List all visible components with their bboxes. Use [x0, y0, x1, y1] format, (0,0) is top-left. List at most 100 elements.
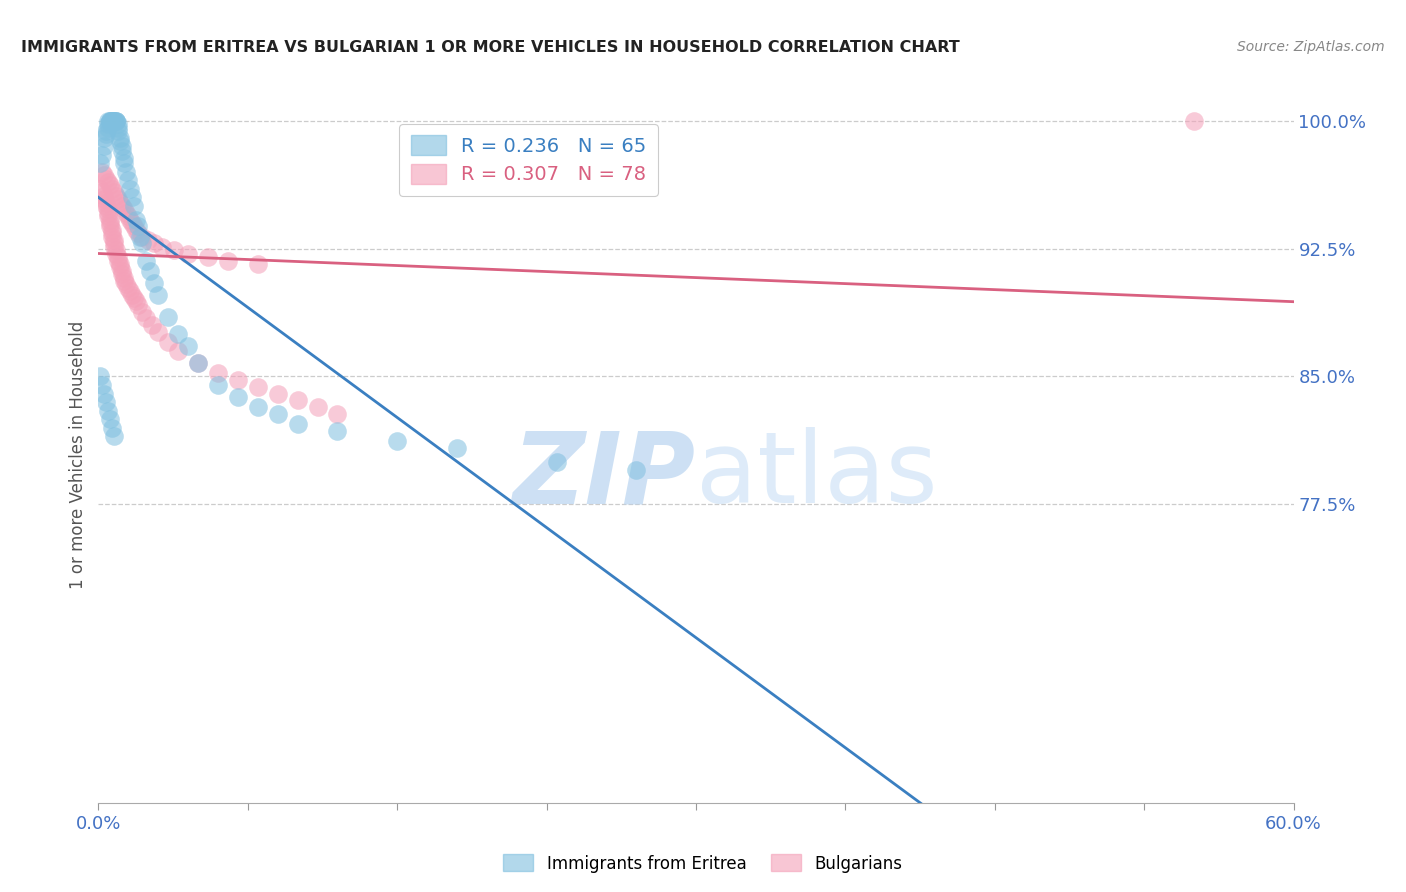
Point — [120, 212, 142, 227]
Point — [107, 253, 129, 268]
Point — [157, 335, 180, 350]
Point — [115, 165, 138, 179]
Point — [100, 412, 122, 426]
Point — [93, 192, 115, 206]
Point — [127, 298, 149, 312]
Point — [97, 403, 120, 417]
Point — [131, 304, 153, 318]
Point — [207, 366, 229, 380]
Point — [111, 139, 134, 153]
Point — [96, 128, 118, 142]
Point — [110, 257, 132, 271]
Point — [110, 134, 132, 148]
Point — [136, 233, 159, 247]
Point — [89, 369, 111, 384]
Point — [124, 199, 146, 213]
Point — [111, 267, 134, 281]
Point — [150, 240, 173, 254]
Legend: R = 0.236   N = 65, R = 0.307   N = 78: R = 0.236 N = 65, R = 0.307 N = 78 — [399, 124, 658, 196]
Point — [121, 287, 143, 301]
Point — [287, 417, 309, 432]
Point — [112, 202, 135, 217]
Point — [105, 113, 128, 128]
Point — [115, 277, 138, 292]
Point — [177, 246, 200, 260]
Point — [124, 219, 146, 234]
Point — [163, 244, 186, 258]
Point — [107, 124, 129, 138]
Point — [246, 400, 269, 414]
Point — [326, 407, 349, 421]
Text: ZIP: ZIP — [513, 427, 696, 524]
Point — [167, 343, 190, 358]
Point — [143, 236, 166, 251]
Point — [112, 274, 135, 288]
Point — [385, 434, 409, 449]
Point — [125, 223, 148, 237]
Point — [148, 325, 170, 339]
Point — [100, 219, 122, 234]
Point — [626, 463, 648, 477]
Point — [112, 156, 135, 170]
Point — [157, 310, 180, 324]
Text: IMMIGRANTS FROM ERITREA VS BULGARIAN 1 OR MORE VEHICLES IN HOUSEHOLD CORRELATION: IMMIGRANTS FROM ERITREA VS BULGARIAN 1 O… — [21, 40, 960, 55]
Point — [127, 219, 149, 234]
Point — [93, 139, 115, 153]
Point — [127, 226, 149, 240]
Point — [217, 253, 239, 268]
Point — [267, 407, 290, 421]
Point — [96, 199, 118, 213]
Point — [101, 113, 124, 128]
Point — [129, 229, 152, 244]
Point — [110, 130, 132, 145]
Point — [101, 420, 124, 434]
Point — [135, 253, 157, 268]
Text: Source: ZipAtlas.com: Source: ZipAtlas.com — [1237, 40, 1385, 54]
Point — [117, 209, 139, 223]
Point — [91, 378, 114, 392]
Point — [326, 424, 349, 438]
Point — [107, 117, 129, 131]
Point — [103, 113, 125, 128]
Point — [96, 124, 118, 138]
Point — [103, 240, 125, 254]
Legend: Immigrants from Eritrea, Bulgarians: Immigrants from Eritrea, Bulgarians — [496, 847, 910, 880]
Point — [111, 199, 134, 213]
Point — [187, 356, 209, 370]
Point — [121, 216, 143, 230]
Point — [97, 206, 120, 220]
Point — [93, 168, 115, 182]
Point — [100, 113, 122, 128]
Point — [93, 188, 115, 202]
Point — [546, 455, 568, 469]
Point — [246, 380, 269, 394]
Point — [267, 386, 290, 401]
Point — [101, 113, 124, 128]
Point — [446, 441, 468, 455]
Point — [103, 186, 125, 200]
Point — [115, 206, 138, 220]
Point — [96, 195, 118, 210]
Point — [105, 246, 128, 260]
Point — [103, 236, 125, 251]
Point — [96, 395, 118, 409]
Point — [177, 339, 200, 353]
Point — [96, 171, 118, 186]
Point — [100, 113, 122, 128]
Point — [131, 229, 153, 244]
Point — [100, 212, 122, 227]
Point — [226, 373, 249, 387]
Point — [89, 182, 111, 196]
Point — [97, 117, 120, 131]
Point — [107, 250, 129, 264]
Point — [100, 216, 122, 230]
Point — [167, 326, 190, 341]
Point — [120, 284, 142, 298]
Point — [93, 386, 115, 401]
Point — [246, 257, 269, 271]
Y-axis label: 1 or more Vehicles in Household: 1 or more Vehicles in Household — [69, 321, 87, 589]
Point — [101, 113, 124, 128]
Point — [97, 113, 120, 128]
Point — [143, 276, 166, 290]
Point — [121, 190, 143, 204]
